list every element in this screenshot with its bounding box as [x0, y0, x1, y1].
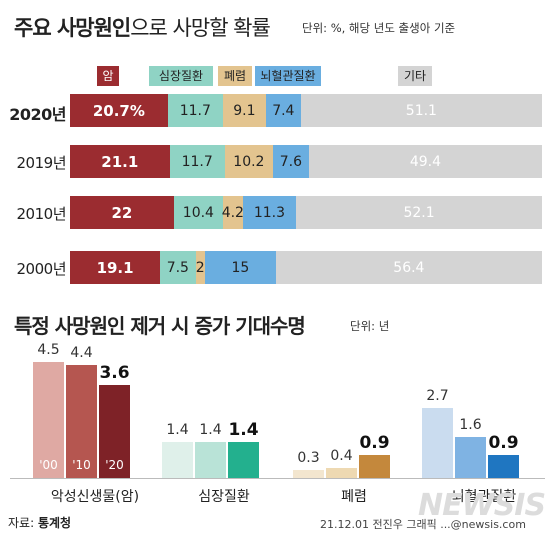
credit: 21.12.01 전진우 그래픽 ...@newsis.com: [320, 518, 526, 531]
bar-2010: [66, 364, 97, 478]
data-label: 49.4: [409, 153, 441, 170]
legend-cerebro: 뇌혈관질환: [255, 66, 321, 86]
year-label: '10: [72, 458, 91, 472]
bar-segment-other: 49.4: [308, 145, 542, 178]
bar-2010: [455, 436, 486, 478]
data-label: 11.7: [179, 102, 211, 119]
data-label: 51.1: [405, 102, 437, 119]
data-label: 0.3: [297, 450, 320, 467]
legend-pneumonia: 폐렴: [218, 66, 252, 86]
data-label: 4.2: [221, 204, 244, 221]
data-label: 15: [231, 259, 250, 276]
bar-segment-heart: 7.5: [160, 251, 196, 284]
data-label: 22: [111, 203, 133, 222]
chart-unit: 단위: %, 해당 년도 출생아 기준: [302, 21, 456, 35]
data-label: 1.4: [166, 421, 189, 438]
section2-title: 특정 사망원인 제거 시 증가 기대수명: [14, 314, 306, 338]
title-bold: 주요 사망원인: [14, 16, 131, 40]
category-label: 악성신생물(암): [50, 489, 140, 505]
data-label: 11.3: [253, 204, 285, 221]
row-label: 2010년: [16, 205, 67, 223]
data-label: 7.4: [272, 102, 295, 119]
legend-heart: 심장질환: [149, 66, 213, 86]
data-label: 11.7: [181, 153, 213, 170]
category-label: 폐렴: [341, 489, 367, 505]
data-label: 0.4: [330, 447, 353, 464]
legend-cancer: 암: [97, 66, 119, 86]
bar-2000: [33, 362, 64, 478]
data-label: 3.6: [99, 363, 130, 384]
bar-2000: [422, 408, 453, 478]
category-label: 심장질환: [198, 489, 250, 505]
data-label: 4.5: [37, 342, 60, 358]
data-label: 56.4: [393, 259, 425, 276]
bar-segment-heart: 11.7: [167, 94, 223, 127]
source-label: 자료:: [8, 516, 35, 530]
data-label: 0.9: [359, 432, 390, 453]
data-label: 52.1: [403, 204, 435, 221]
bar-2020: [359, 454, 390, 478]
bar-2010: [326, 467, 357, 478]
bar-2010: [195, 441, 226, 478]
bar-segment-heart: 10.4: [173, 196, 223, 229]
data-label: 21.1: [101, 152, 139, 171]
bar-segment-pneumonia: 2: [195, 251, 205, 284]
bar-segment-other: 52.1: [296, 196, 542, 229]
bar-2000: [162, 441, 193, 478]
year-label: '00: [39, 458, 58, 472]
year-label: '20: [105, 458, 124, 472]
source-name: 통계청: [37, 516, 72, 530]
chart-title: 주요 사망원인으로 사망할 확률: [14, 12, 271, 42]
row-label: 2020년: [9, 105, 66, 124]
category-label: 뇌혈관질환: [451, 489, 517, 505]
data-label: 1.6: [459, 416, 482, 433]
data-label: 2: [195, 259, 205, 276]
bar-segment-other: 51.1: [300, 94, 542, 127]
section2-unit: 단위: 년: [350, 319, 390, 333]
bar-segment-cerebro: 7.6: [272, 145, 309, 178]
title-light: 으로 사망할 확률: [130, 16, 271, 40]
bar-segment-pneumonia: 10.2: [224, 145, 273, 178]
bar-2020: [488, 454, 519, 478]
watermark: NEWSIS: [418, 488, 546, 523]
data-label: 4.4: [70, 344, 93, 361]
data-label: 2.7: [426, 388, 449, 405]
bar-segment-cancer: 19.1: [70, 251, 161, 284]
bar-segment-other: 56.4: [275, 251, 542, 284]
data-label: 0.9: [488, 432, 519, 453]
bar-segment-cerebro: 7.4: [265, 94, 301, 127]
bar-segment-heart: 11.7: [169, 145, 225, 178]
legend-other: 기타: [398, 66, 432, 86]
baseline: [10, 478, 545, 479]
source: 자료: 통계청: [8, 514, 71, 531]
bar-segment-cancer: 20.7%: [70, 94, 168, 127]
data-label: 7.5: [166, 259, 189, 276]
data-label: 9.1: [233, 102, 256, 119]
row-label: 2019년: [16, 154, 67, 172]
data-label: 20.7%: [92, 101, 145, 120]
bar-2020: [228, 441, 259, 478]
bar-2020: [99, 385, 130, 478]
data-label: 10.4: [182, 204, 214, 221]
data-label: 19.1: [96, 258, 134, 277]
data-label: 7.6: [279, 153, 303, 170]
bar-segment-pneumonia: 9.1: [222, 94, 266, 127]
bar-segment-cerebro: 15: [204, 251, 276, 284]
row-label: 2000년: [16, 260, 67, 278]
bar-2000: [293, 470, 324, 478]
bar-segment-cancer: 22: [70, 196, 174, 229]
data-label: 1.4: [228, 419, 259, 440]
bar-segment-cerebro: 11.3: [242, 196, 297, 229]
bar-segment-pneumonia: 4.2: [221, 196, 244, 229]
data-label: 1.4: [199, 421, 222, 438]
bar-segment-cancer: 21.1: [70, 145, 170, 178]
data-label: 10.2: [233, 153, 265, 170]
